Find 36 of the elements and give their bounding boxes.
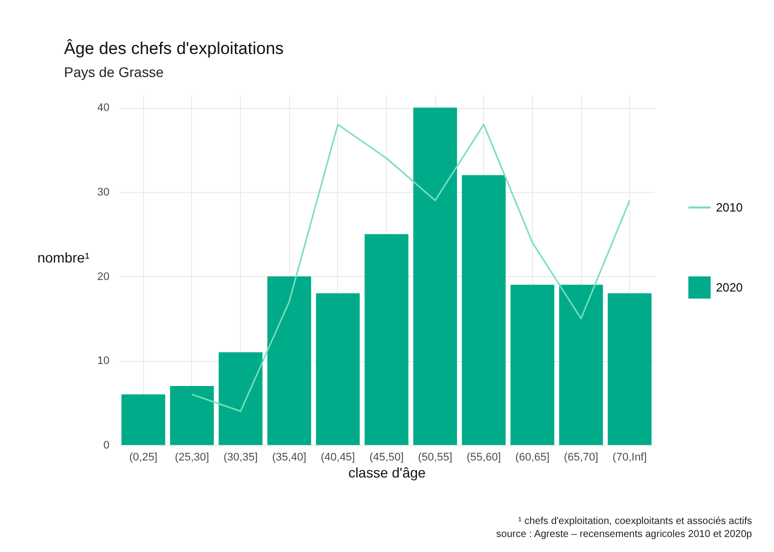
bar (608, 293, 652, 445)
bar (559, 284, 603, 445)
chart-subtitle: Pays de Grasse (64, 64, 164, 80)
x-tick-label: (55,60] (466, 452, 501, 464)
x-axis-title: classe d'âge (348, 464, 426, 480)
bar (462, 175, 506, 445)
y-tick-label: 40 (97, 102, 110, 114)
x-tick-label: (40,45] (320, 452, 355, 464)
x-tick-label: (70,Inf] (612, 452, 647, 464)
y-tick-label: 30 (97, 186, 110, 198)
y-tick-label: 10 (97, 355, 110, 368)
bar (218, 352, 262, 445)
y-tick-label: 20 (97, 270, 110, 283)
source-note: source : Agreste – recensements agricoles 2010 et 2020p (496, 528, 752, 541)
x-tick-label: (30,35] (223, 452, 258, 464)
x-tick-label: (50,55] (418, 452, 452, 464)
x-tick-label: (60,65] (515, 452, 550, 464)
x-tick-label: (65,70] (564, 452, 598, 464)
y-axis-title: nombre¹ (37, 250, 90, 266)
x-tick-label: (0,25] (129, 452, 158, 464)
legend-label: 2020 (716, 280, 744, 294)
x-tick-label: (35,40] (272, 452, 306, 464)
line-series (191, 124, 630, 412)
bar (121, 394, 166, 445)
bar (413, 108, 458, 445)
bar (510, 284, 554, 445)
bar (316, 293, 360, 445)
x-tick-label: (25,30] (174, 452, 210, 464)
bar (170, 386, 214, 445)
bar (364, 234, 408, 445)
text: ¹ chefs d'exploitation, coexploitants et associés actifs (517, 515, 752, 528)
bar (267, 276, 312, 445)
legend-label: 2010 (716, 200, 744, 214)
x-tick-label: (45,50] (369, 452, 404, 464)
y-tick-label: 0 (103, 440, 110, 452)
chart-title: Âge des chefs d'exploitations (64, 39, 284, 58)
